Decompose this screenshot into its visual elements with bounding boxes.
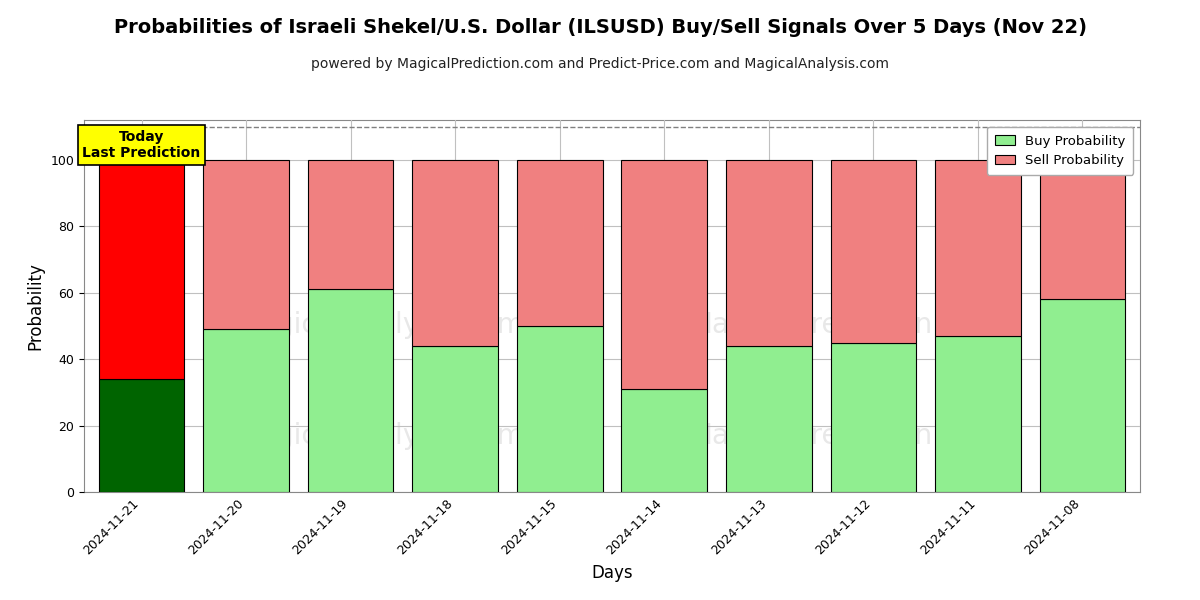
Bar xyxy=(413,160,498,346)
Text: powered by MagicalPrediction.com and Predict-Price.com and MagicalAnalysis.com: powered by MagicalPrediction.com and Pre… xyxy=(311,57,889,71)
Bar xyxy=(830,160,917,343)
Text: MagicalPrediction.com: MagicalPrediction.com xyxy=(688,311,1001,338)
Bar xyxy=(203,160,289,329)
X-axis label: Days: Days xyxy=(592,564,632,582)
Bar xyxy=(622,160,707,389)
Bar xyxy=(413,346,498,492)
Bar xyxy=(935,336,1021,492)
Bar xyxy=(726,346,811,492)
Text: MagicalAnalysis.com: MagicalAnalysis.com xyxy=(235,422,524,450)
Bar xyxy=(203,329,289,492)
Text: Probabilities of Israeli Shekel/U.S. Dollar (ILSUSD) Buy/Sell Signals Over 5 Day: Probabilities of Israeli Shekel/U.S. Dol… xyxy=(114,18,1086,37)
Text: Today
Last Prediction: Today Last Prediction xyxy=(83,130,200,160)
Text: MagicalPrediction.com: MagicalPrediction.com xyxy=(688,422,1001,450)
Bar xyxy=(98,160,185,379)
Bar xyxy=(622,389,707,492)
Bar xyxy=(98,379,185,492)
Bar xyxy=(1039,160,1126,299)
Bar xyxy=(517,160,602,326)
Bar xyxy=(517,326,602,492)
Bar xyxy=(307,160,394,289)
Legend: Buy Probability, Sell Probability: Buy Probability, Sell Probability xyxy=(986,127,1134,175)
Bar xyxy=(935,160,1021,336)
Y-axis label: Probability: Probability xyxy=(26,262,44,350)
Text: MagicalAnalysis.com: MagicalAnalysis.com xyxy=(235,311,524,338)
Bar xyxy=(307,289,394,492)
Bar xyxy=(1039,299,1126,492)
Bar xyxy=(726,160,811,346)
Bar xyxy=(830,343,917,492)
